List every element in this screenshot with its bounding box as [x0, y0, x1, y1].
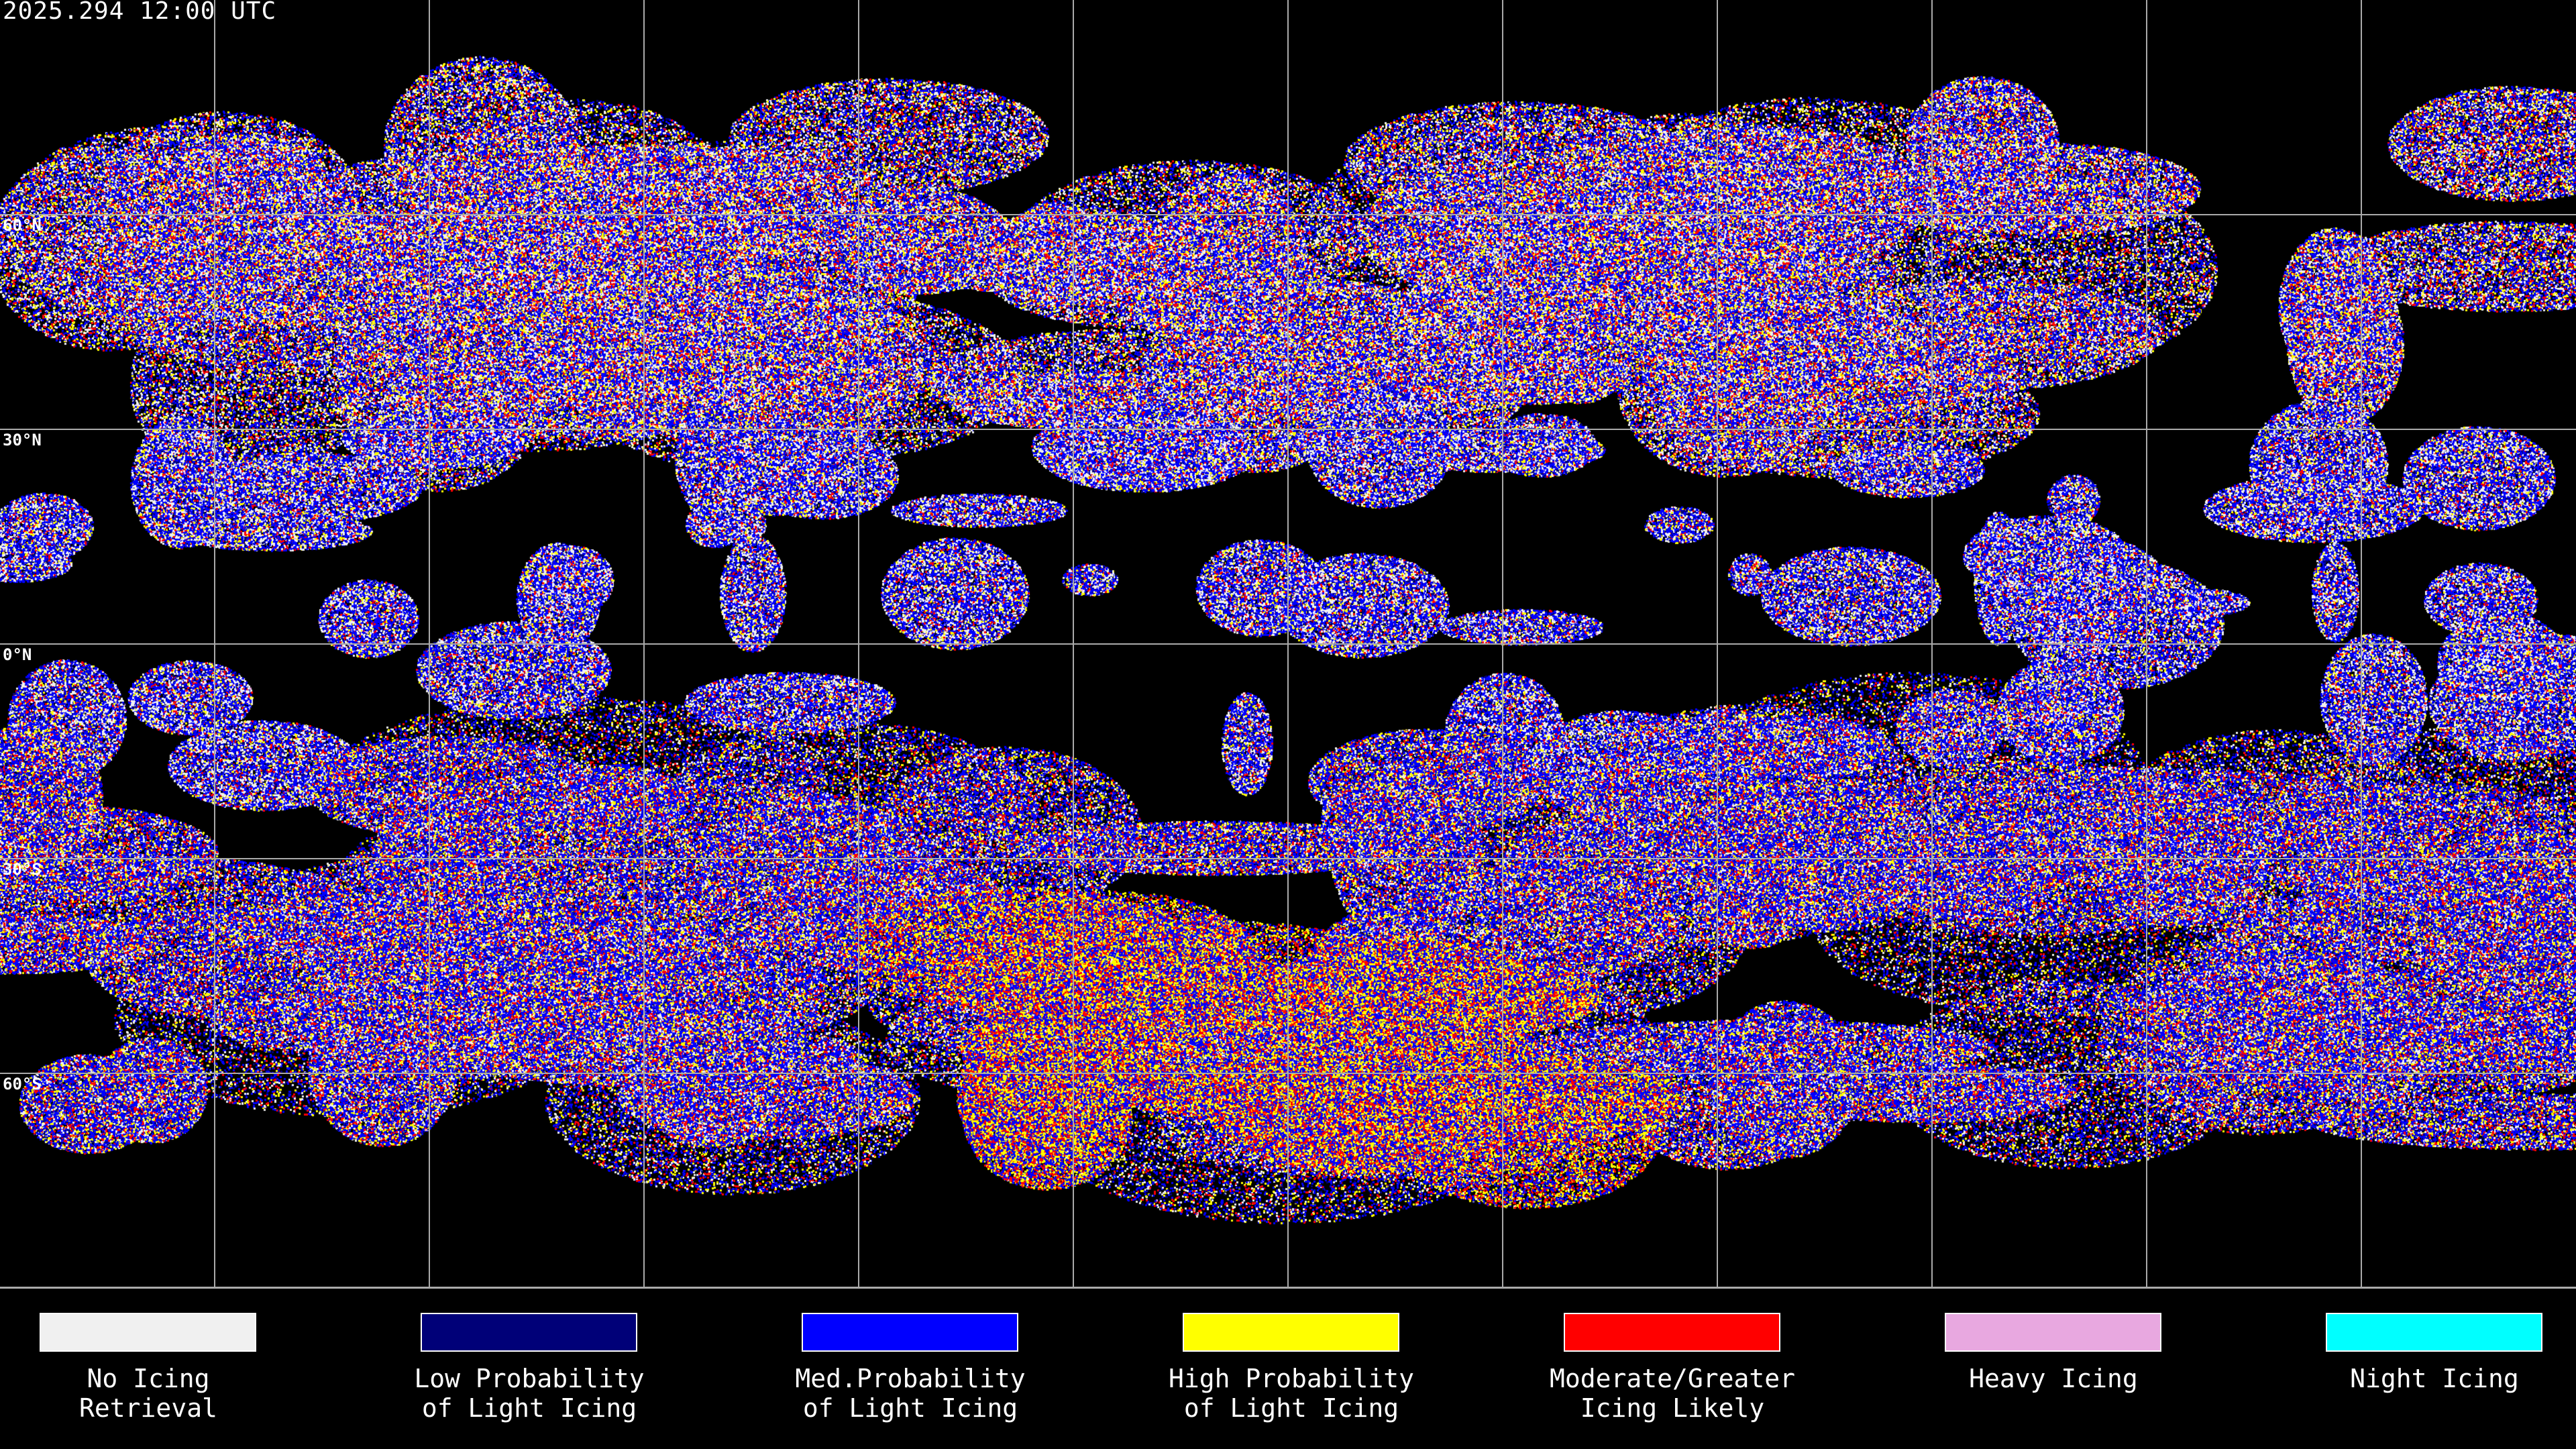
legend-swatch — [1564, 1313, 1780, 1352]
legend-label: Night Icing — [2350, 1364, 2519, 1393]
legend-item: Heavy Icing — [1945, 1313, 2161, 1393]
legend-swatch — [2326, 1313, 2542, 1352]
legend-item: Moderate/Greater Icing Likely — [1550, 1313, 1795, 1423]
legend-item: Med.Probability of Light Icing — [795, 1313, 1026, 1423]
lat-label-60s: 60°S — [3, 1075, 42, 1093]
legend-label: Low Probability of Light Icing — [414, 1364, 645, 1423]
legend-swatch — [1945, 1313, 2161, 1352]
timestamp-title: 2025.294 12:00 UTC — [3, 0, 277, 25]
lat-lon-grid — [0, 0, 2576, 1287]
legend-label: Heavy Icing — [1969, 1364, 2138, 1393]
legend-item: No Icing Retrieval — [40, 1313, 256, 1423]
lat-label-0n: 0°N — [3, 645, 32, 664]
legend-label: No Icing Retrieval — [79, 1364, 217, 1423]
lat-label-30n: 30°N — [3, 431, 42, 449]
legend-item: High Probability of Light Icing — [1169, 1313, 1414, 1423]
legend-swatch — [40, 1313, 256, 1352]
legend-swatch — [1183, 1313, 1399, 1352]
lat-label-30s: 30°S — [3, 860, 42, 879]
legend-label: Moderate/Greater Icing Likely — [1549, 1364, 1796, 1423]
legend-label: Med.Probability of Light Icing — [795, 1364, 1026, 1423]
legend-item: Night Icing — [2326, 1313, 2542, 1393]
legend-item: Low Probability of Light Icing — [414, 1313, 645, 1423]
legend-swatch — [421, 1313, 637, 1352]
legend-swatch — [802, 1313, 1018, 1352]
legend-label: High Probability of Light Icing — [1168, 1364, 1415, 1423]
lat-label-60n: 60°N — [3, 216, 42, 235]
icing-map: 2025.294 12:00 UTC 60°N 30°N 0°N 30°S 60… — [0, 0, 2576, 1289]
